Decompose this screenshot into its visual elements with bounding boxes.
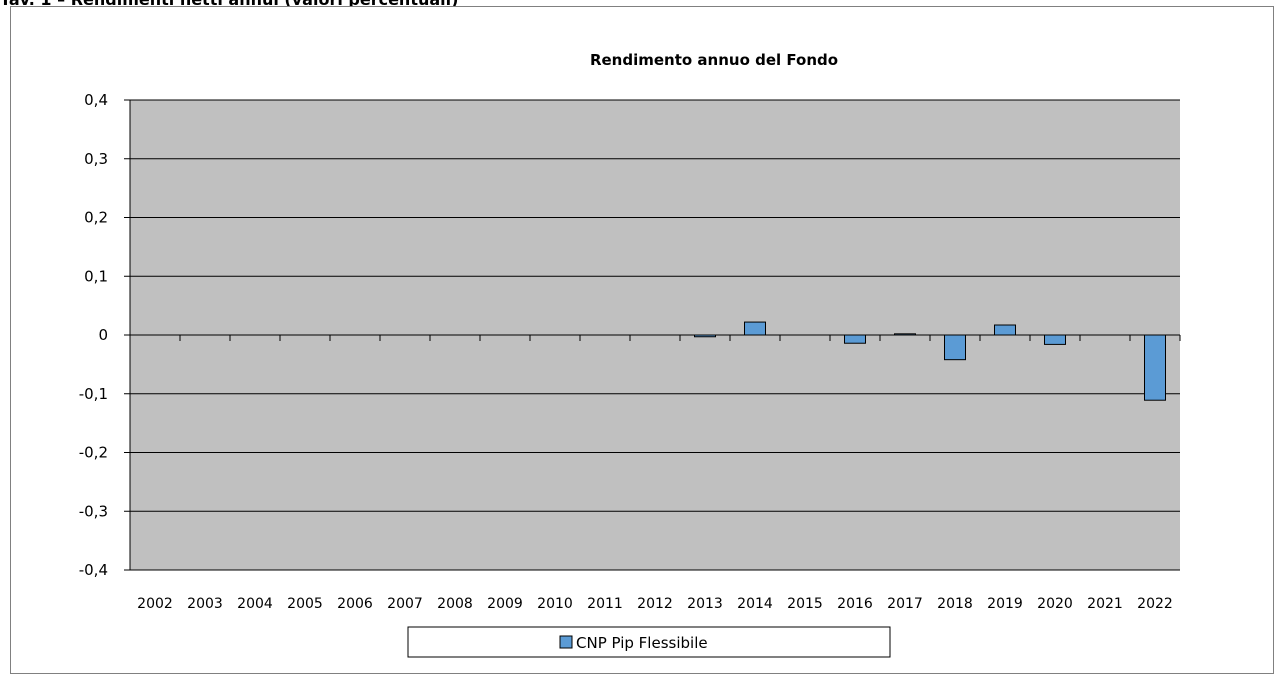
- bar: [944, 334, 966, 361]
- x-tick-label: 2020: [1037, 596, 1073, 612]
- y-tick-label: -0,1: [79, 385, 108, 403]
- x-tick-label: 2002: [137, 596, 173, 612]
- x-tick-label: 2009: [487, 596, 523, 612]
- legend-box: [407, 626, 891, 658]
- x-tick-label: 2017: [887, 596, 923, 612]
- x-tick-label: 2008: [437, 596, 473, 612]
- x-tick-label: 2006: [337, 596, 373, 612]
- x-tick-label: 2015: [787, 596, 823, 612]
- page-heading: Tav. 1 – Rendimenti netti annui (valori …: [0, 0, 458, 9]
- x-tick-label: 2016: [837, 596, 873, 612]
- x-tick-label: 2014: [737, 596, 773, 612]
- x-tick-label: 2019: [987, 596, 1023, 612]
- y-tick-label: 0,2: [84, 209, 108, 227]
- bar: [994, 324, 1016, 336]
- legend-label: CNP Pip Flessibile: [576, 634, 708, 652]
- x-tick-label: 2010: [537, 596, 573, 612]
- x-tick-label: 2007: [387, 596, 423, 612]
- bar: [744, 321, 766, 336]
- bar: [1044, 334, 1066, 345]
- x-tick-label: 2018: [937, 596, 973, 612]
- x-tick-label: 2003: [187, 596, 223, 612]
- y-tick-label: -0,4: [79, 561, 108, 579]
- y-tick-label: 0,4: [84, 91, 108, 109]
- x-tick-label: 2013: [687, 596, 723, 612]
- legend-swatch: [559, 635, 573, 649]
- bar: [844, 334, 866, 344]
- y-tick-label: -0,2: [79, 444, 108, 462]
- bar: [1144, 334, 1166, 401]
- y-tick-label: 0: [98, 326, 108, 344]
- x-tick-label: 2011: [587, 596, 623, 612]
- y-tick-label: 0,1: [84, 267, 108, 285]
- y-tick-label: 0,3: [84, 150, 108, 168]
- x-tick-label: 2004: [237, 596, 273, 612]
- x-tick-label: 2021: [1087, 596, 1123, 612]
- x-tick-label: 2022: [1137, 596, 1173, 612]
- x-tick-label: 2005: [287, 596, 323, 612]
- chart-title: Rendimento annuo del Fondo: [590, 51, 838, 69]
- x-tick-label: 2012: [637, 596, 673, 612]
- y-tick-label: -0,3: [79, 502, 108, 520]
